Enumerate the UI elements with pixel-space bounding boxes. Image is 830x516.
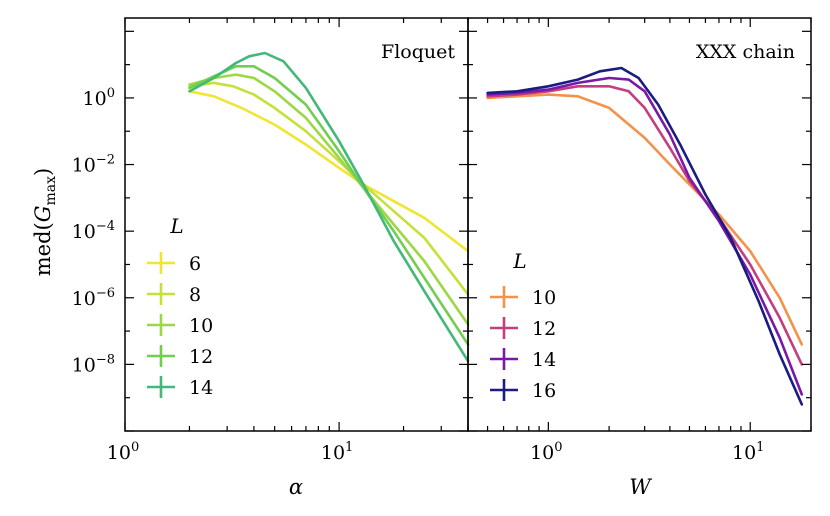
left-legend-label: 8 xyxy=(189,284,201,306)
xxx-frame xyxy=(467,17,812,432)
left-legend-label: 12 xyxy=(189,346,213,368)
xxx-ticks: 100 101 xyxy=(467,18,812,464)
xxx-x-axis-label: W xyxy=(629,475,653,499)
xxx-title: XXX chain xyxy=(696,41,795,63)
right-legend-label: 12 xyxy=(532,318,556,340)
floquet-ticks: 100 101 100 10−2 10−4 10−6 10−8 xyxy=(72,18,469,464)
left-series-line-L10 xyxy=(188,73,470,326)
floquet-legend: L6 8 10 12 14 xyxy=(147,214,213,399)
floquet-title: Floquet xyxy=(381,41,455,63)
xxx-series-group xyxy=(486,66,804,406)
left-series-line-L8 xyxy=(188,81,470,296)
right-legend-label: 16 xyxy=(532,380,556,402)
left-legend-label: 6 xyxy=(189,253,201,275)
left-ytick-label: 10−2 xyxy=(72,153,115,177)
left-series-line-L12 xyxy=(188,65,470,346)
left-legend-title: L xyxy=(169,214,183,238)
right-legend-label: 10 xyxy=(532,287,556,309)
xxx-legend: L 10 12 14 16 xyxy=(490,249,556,402)
right-series-line-L12 xyxy=(486,85,804,366)
left-series-line-L6 xyxy=(188,90,470,253)
left-xtick-label: 101 xyxy=(321,440,353,464)
right-legend-label: 14 xyxy=(532,349,556,371)
left-ytick-label: 10−4 xyxy=(72,219,115,243)
right-legend-title: L xyxy=(512,249,526,273)
left-legend-label: 10 xyxy=(189,315,213,337)
right-series-line-L10 xyxy=(486,93,804,346)
left-ytick-label: 10−6 xyxy=(72,286,115,310)
left-xtick-label: 100 xyxy=(107,440,139,464)
right-xtick-label: 101 xyxy=(732,440,764,464)
left-series-line-L14 xyxy=(188,51,470,363)
floquet-series-group xyxy=(188,51,470,363)
floquet-x-axis-label: α xyxy=(289,475,303,499)
left-ytick-label: 10−8 xyxy=(72,352,115,376)
right-xtick-label: 100 xyxy=(530,440,562,464)
left-ytick-label: 100 xyxy=(83,86,115,110)
panel-xxx-chain: 100 101 XXX chain W L 10 12 14 16 xyxy=(467,17,812,499)
right-series-line-L14 xyxy=(486,76,804,396)
right-series-line-L16 xyxy=(486,66,804,406)
y-axis-label: med(Gmax) xyxy=(31,168,59,277)
left-legend-label: 14 xyxy=(189,377,213,399)
